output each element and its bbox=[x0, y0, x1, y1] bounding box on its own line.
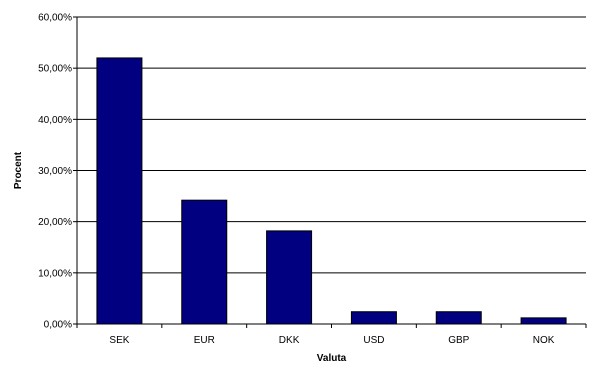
x-tick-label: GBP bbox=[448, 335, 469, 346]
x-tick-label: EUR bbox=[194, 335, 215, 346]
y-tick-label: 30,00% bbox=[38, 166, 72, 177]
bar-eur bbox=[181, 199, 228, 325]
y-tick-label: 0,00% bbox=[44, 320, 72, 331]
bars bbox=[96, 57, 567, 325]
x-axis-ticks: SEK EUR DKK USD GBP NOK bbox=[76, 324, 587, 346]
bar-gbp bbox=[435, 311, 482, 325]
bar-dkk bbox=[266, 230, 313, 325]
x-tick-label: USD bbox=[363, 335, 384, 346]
bar-usd bbox=[350, 311, 397, 325]
x-tick-label: NOK bbox=[533, 335, 555, 346]
gridlines bbox=[77, 16, 586, 274]
y-tick-label: 20,00% bbox=[38, 217, 72, 228]
y-tick-label: 10,00% bbox=[38, 268, 72, 279]
x-tick-label: SEK bbox=[109, 335, 129, 346]
bar-nok bbox=[520, 317, 567, 325]
bar-sek bbox=[96, 57, 143, 325]
x-tick-label: DKK bbox=[279, 335, 300, 346]
x-axis-title: Valuta bbox=[317, 353, 347, 364]
y-tick-label: 40,00% bbox=[38, 115, 72, 126]
y-tick-label: 60,00% bbox=[38, 13, 72, 24]
y-axis-title: Procent bbox=[13, 151, 24, 189]
y-tick-label: 50,00% bbox=[38, 64, 72, 75]
y-axis-ticks: 0,00% 10,00% 20,00% 30,00% 40,00% 50,00% 60,00… bbox=[38, 13, 77, 331]
